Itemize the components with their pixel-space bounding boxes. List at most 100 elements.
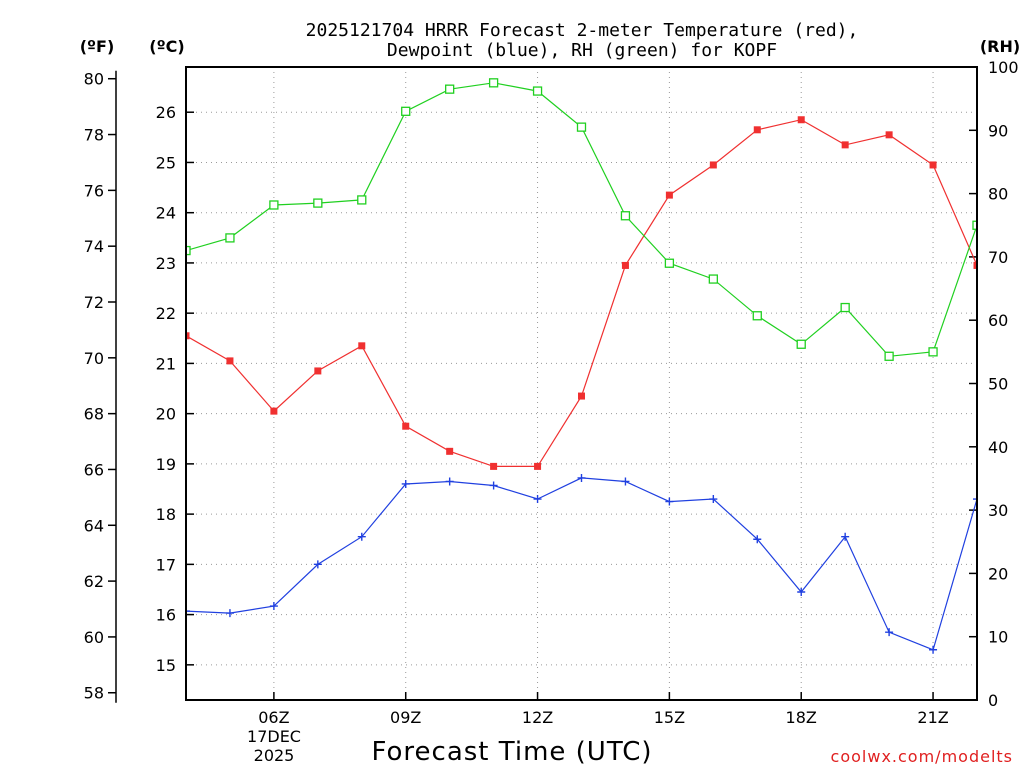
celsius-tick-label: 18 <box>156 505 176 524</box>
celsius-tick-label: 20 <box>156 405 176 424</box>
rh-tick-label: 100 <box>988 58 1019 77</box>
dewpoint-point <box>885 628 894 637</box>
rh-point <box>928 347 938 357</box>
celsius-tick-label: 17 <box>156 555 176 574</box>
dewpoint-point <box>929 645 938 654</box>
grid <box>186 67 977 700</box>
celsius-tick-label: 23 <box>156 254 176 273</box>
fahrenheit-unit-label: (ºF) <box>80 37 115 56</box>
rh-tick-label: 20 <box>988 564 1008 583</box>
celsius-tick-label: 15 <box>156 656 176 675</box>
fahrenheit-tick-label: 80 <box>84 70 104 89</box>
temperature-point <box>973 261 977 269</box>
temperature-point <box>490 462 498 470</box>
dewpoint-line <box>186 477 977 651</box>
celsius-tick-label: 21 <box>156 354 176 373</box>
rh-tick-label: 70 <box>988 248 1008 267</box>
rh-point <box>664 258 675 268</box>
dewpoint-point <box>445 477 454 486</box>
x-axis-label: Forecast Time (UTC) <box>371 737 652 767</box>
rh-point <box>269 200 279 210</box>
dewpoint-point <box>357 532 366 541</box>
temperature-point <box>314 367 322 375</box>
rh-tick-label: 80 <box>988 185 1008 204</box>
plot-frame <box>185 66 978 701</box>
temperature-point <box>358 342 366 350</box>
celsius-tick-label: 22 <box>156 304 176 323</box>
temperature-line <box>186 119 977 467</box>
chart-title-line1: 2025121704 HRRR Forecast 2-meter Tempera… <box>306 20 859 41</box>
celsius-tick-label: 25 <box>156 153 176 172</box>
temperature-point <box>797 116 805 124</box>
celsius-tick-label: 19 <box>156 455 176 474</box>
x-tick-label: 12Z <box>522 708 553 727</box>
temperature-point <box>753 126 761 134</box>
dewpoint-point <box>313 560 322 569</box>
rh-point <box>752 311 762 321</box>
dewpoint-point <box>186 607 190 616</box>
date-label-day: 17DEC <box>247 727 301 746</box>
dewpoint-point <box>665 497 674 506</box>
dewpoint-point <box>225 609 234 618</box>
rh-tick-label: 40 <box>988 438 1008 457</box>
temperature-point <box>665 191 673 199</box>
temperature-point <box>402 422 410 430</box>
rh-tick-label: 50 <box>988 375 1008 394</box>
rh-point <box>225 233 235 243</box>
temperature-point <box>446 447 454 455</box>
rh-point <box>840 302 850 313</box>
dewpoint-point <box>269 602 278 611</box>
series-rh <box>186 78 977 361</box>
x-tick-label: 06Z <box>258 708 289 727</box>
temperature-point <box>885 131 893 139</box>
plot-border <box>185 66 978 701</box>
fahrenheit-tick-label: 60 <box>84 628 104 647</box>
dewpoint-point <box>533 495 542 504</box>
dewpoint-point <box>577 473 586 482</box>
fahrenheit-tick-label: 64 <box>84 516 104 535</box>
dewpoint-point <box>973 495 977 504</box>
rh-tick-label: 0 <box>988 691 998 710</box>
temperature-point <box>186 332 190 340</box>
rh-tick-label: 60 <box>988 311 1008 330</box>
rh-unit-label: (RH) <box>980 37 1020 56</box>
credit-label: coolwx.com/modelts <box>831 747 1013 766</box>
chart-title-line2: Dewpoint (blue), RH (green) for KOPF <box>387 40 777 61</box>
x-tick-label: 21Z <box>917 708 948 727</box>
temperature-point <box>709 161 717 169</box>
rh-point <box>488 78 499 88</box>
series-dewpoint <box>186 473 977 654</box>
dewpoint-point <box>797 587 806 596</box>
temperature-point <box>621 261 629 269</box>
dewpoint-point <box>401 479 410 488</box>
temperature-point <box>534 462 542 470</box>
fahrenheit-tick-label: 74 <box>84 237 104 256</box>
rh-point <box>357 195 367 205</box>
x-tick-label: 18Z <box>786 708 817 727</box>
dewpoint-point <box>489 481 498 490</box>
rh-point <box>708 274 718 284</box>
temperature-point <box>929 161 937 169</box>
rh-point <box>532 86 543 96</box>
date-label-year: 2025 <box>254 746 295 765</box>
rh-tick-label: 10 <box>988 628 1008 647</box>
rh-point <box>576 122 587 132</box>
fahrenheit-tick-label: 72 <box>84 293 104 312</box>
rh-point <box>445 84 455 94</box>
celsius-tick-label: 26 <box>156 103 176 122</box>
fahrenheit-tick-label: 70 <box>84 349 104 368</box>
celsius-tick-label: 24 <box>156 204 176 223</box>
temperature-point <box>841 141 849 149</box>
rh-point <box>884 351 894 361</box>
x-tick-label: 09Z <box>390 708 421 727</box>
rh-point <box>796 339 806 349</box>
temperature-point <box>578 392 585 400</box>
fahrenheit-tick-label: 68 <box>84 405 104 424</box>
rh-tick-label: 90 <box>988 121 1008 140</box>
dewpoint-point <box>709 495 718 504</box>
rh-point <box>186 245 191 256</box>
temperature-point <box>226 357 234 365</box>
dewpoint-point <box>621 477 630 486</box>
rh-point <box>313 198 323 208</box>
dewpoint-point <box>753 535 762 544</box>
